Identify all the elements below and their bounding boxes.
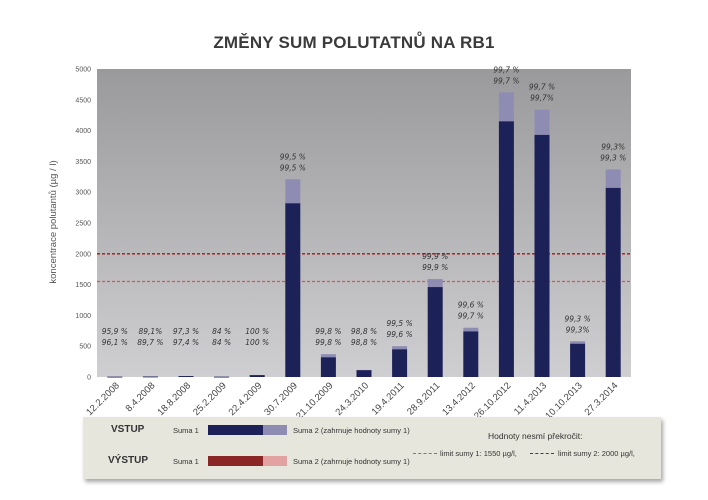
annotation-bottom-4: 84 % — [212, 338, 231, 347]
annotation-top-8: 98,8 % — [351, 327, 377, 336]
y-tick-label: 1000 — [75, 313, 91, 320]
legend-vstup-suma2-label: Suma 2 (zahrnuje hodnoty sumy 1) — [293, 426, 410, 435]
bar-suma2-10 — [427, 279, 443, 288]
annotation-bottom-2: 89,7 % — [137, 338, 163, 347]
annotation-top-1: 95,9 % — [102, 327, 128, 336]
bar-suma1-10 — [427, 287, 443, 377]
y-tick-label: 2000 — [75, 251, 91, 258]
bar-suma2-11 — [463, 327, 479, 332]
legend-limit2-label: limit sumy 2: 2000 µg/l, — [558, 449, 635, 458]
legend-vstup-suma2-swatch — [263, 425, 287, 435]
bar-suma1-15 — [605, 187, 621, 377]
y-tick-label: 0 — [87, 375, 91, 382]
annotation-bottom-7: 99,8 % — [315, 338, 341, 347]
x-tick-label: 13.4.2012 — [440, 380, 478, 418]
legend-limits-note: Hodnoty nesmí překročit: — [488, 431, 583, 441]
x-tick-label: 30.7.2009 — [262, 380, 300, 418]
bar-suma2-14 — [570, 341, 586, 344]
legend-vystup-suma1-label: Suma 1 — [173, 457, 199, 466]
bar-suma2-6 — [285, 179, 301, 204]
annotation-bottom-11: 99,7 % — [458, 312, 484, 321]
bar-suma1-11 — [463, 331, 479, 377]
bar-suma1-12 — [498, 121, 514, 377]
bar-suma1-13 — [534, 134, 550, 377]
annotation-bottom-8: 98,8 % — [351, 338, 377, 347]
bar-suma1-14 — [570, 343, 586, 377]
bar-suma2-7 — [320, 354, 336, 358]
annotation-top-12: 99,7 % — [493, 65, 519, 74]
bar-suma2-15 — [605, 169, 621, 188]
chart-canvas: 0 500 1000 1500 2000 2500 3000 3500 4000 4500 5000… — [48, 65, 631, 420]
legend-vstup-label: VSTUP — [111, 424, 145, 435]
y-tick-label: 4000 — [75, 128, 91, 135]
x-tick-label: 19.4.2011 — [370, 380, 407, 417]
bar-suma1-2 — [142, 376, 158, 378]
x-tick-label: 8.4.2008 — [124, 380, 158, 414]
bar-suma1-9 — [392, 349, 408, 377]
bar-suma1-3 — [178, 376, 194, 377]
annotation-bottom-13: 99,7% — [530, 94, 554, 103]
legend-limit2-line — [530, 453, 554, 454]
bar-suma2-12 — [498, 92, 514, 122]
annotation-top-4: 84 % — [212, 327, 231, 336]
y-tick-label: 2500 — [75, 221, 91, 228]
bar-suma1-7 — [320, 357, 336, 377]
annotation-bottom-12: 99,7 % — [493, 76, 519, 85]
x-tick-label: 27.3.2014 — [583, 380, 621, 418]
annotation-bottom-9: 99,6 % — [386, 330, 412, 339]
legend-limit1-label: limit sumy 1: 1550 µg/l, — [440, 449, 517, 458]
x-tick-label: 12.2.2008 — [84, 380, 122, 418]
annotation-bottom-15: 99,3 % — [600, 153, 626, 162]
annotation-bottom-10: 99,9 % — [422, 263, 448, 272]
x-tick-label: 10.10.2013 — [543, 380, 584, 420]
legend-vystup-suma1-swatch — [208, 456, 263, 466]
y-tick-label: 5000 — [75, 67, 91, 74]
bar-suma2-9 — [392, 346, 408, 350]
x-tick-label: 26.10.2012 — [472, 380, 513, 420]
annotation-top-2: 89,1% — [138, 327, 162, 336]
x-tick-label: 18.8.2008 — [155, 380, 193, 418]
y-tick-label: 4500 — [75, 97, 91, 104]
bar-suma1-1 — [107, 376, 123, 378]
annotation-top-15: 99,3% — [601, 142, 625, 151]
annotation-bottom-6: 99,5 % — [280, 163, 306, 172]
legend-vystup-suma2-swatch — [263, 456, 287, 466]
annotation-top-7: 99,8 % — [315, 327, 341, 336]
bar-suma1-5 — [249, 375, 265, 377]
x-tick-label: 24.3.2010 — [333, 380, 371, 418]
y-tick-label: 3000 — [75, 190, 91, 197]
bar-suma1-6 — [285, 203, 301, 377]
annotation-top-9: 99,5 % — [386, 319, 412, 328]
annotation-top-13: 99,7 % — [529, 83, 555, 92]
x-tick-label: 11.4.2013 — [512, 380, 549, 417]
annotation-bottom-1: 96,1 % — [102, 338, 128, 347]
annotation-top-10: 99,9 % — [422, 252, 448, 261]
legend-vstup-suma1-label: Suma 1 — [173, 426, 199, 435]
legend-vstup-suma1-swatch — [208, 425, 263, 435]
legend-limit1-line — [413, 453, 437, 454]
annotation-bottom-5: 100 % — [245, 338, 269, 347]
legend-vystup-suma2-label: Suma 2 (zahrnuje hodnoty sumy 1) — [293, 457, 410, 466]
annotation-top-5: 100 % — [245, 327, 269, 336]
x-tick-label: 22.4.2009 — [227, 380, 265, 418]
x-tick-label: 21.10.2009 — [294, 380, 335, 420]
x-tick-label: 28.9.2011 — [405, 380, 442, 417]
bar-suma1-4 — [214, 376, 230, 378]
y-axis-label: koncentrace polutantů (µg / l) — [48, 160, 59, 283]
annotation-bottom-3: 97,4 % — [173, 338, 199, 347]
chart-title: ZMĚNY SUM POLUTATNŮ NA RB1 — [213, 33, 495, 52]
annotation-top-3: 97,3 % — [173, 327, 199, 336]
annotation-bottom-14: 99,3% — [566, 325, 590, 334]
annotation-top-14: 99,3 % — [564, 314, 590, 323]
x-tick-label: 25.2.2009 — [191, 380, 229, 418]
y-tick-label: 1500 — [75, 282, 91, 289]
y-tick-label: 3500 — [75, 159, 91, 166]
annotation-top-6: 99,5 % — [280, 152, 306, 161]
annotation-top-11: 99,6 % — [458, 301, 484, 310]
bar-suma1-8 — [356, 370, 372, 377]
y-tick-label: 500 — [79, 344, 91, 351]
legend: VSTUP Suma 1 Suma 2 (zahrnuje hodnoty su… — [83, 417, 661, 479]
legend-vystup-label: VÝSTUP — [108, 455, 149, 466]
bar-suma2-13 — [534, 109, 550, 135]
